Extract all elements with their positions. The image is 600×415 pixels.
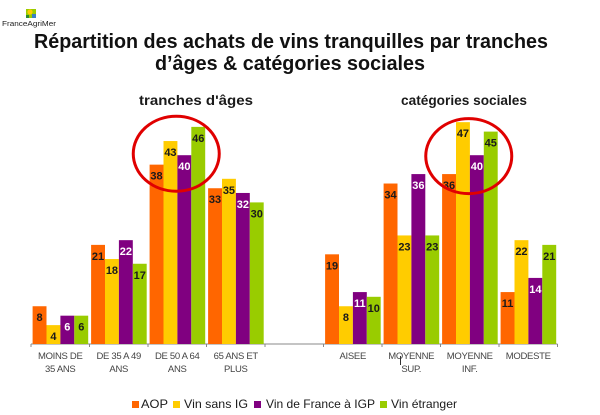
value-label: 8 <box>343 312 349 324</box>
bar <box>163 141 178 344</box>
category-label: 65 ANS ET PLUS <box>213 351 259 375</box>
legend-label-aop: AOP <box>141 397 168 411</box>
bar <box>191 126 206 344</box>
category-label: DE 35 A 49 ANS <box>96 351 142 375</box>
category-label: DE 50 A 64 ANS <box>154 351 200 375</box>
category-label: MOYENNE SUP. <box>388 351 435 375</box>
value-label: 11 <box>354 298 366 310</box>
value-label: 45 <box>485 138 497 150</box>
value-label: 34 <box>384 190 397 202</box>
highlight-ellipse <box>131 114 221 193</box>
value-label: 46 <box>192 133 204 145</box>
value-label: 10 <box>368 303 380 315</box>
value-label: 30 <box>251 208 263 220</box>
bar <box>32 306 47 344</box>
legend-item-aop: AOP <box>132 397 168 411</box>
bar <box>469 155 484 344</box>
category-label: MOINS DE 35 ANS <box>37 351 83 375</box>
bar <box>352 292 367 344</box>
bar <box>208 188 222 344</box>
category-label: MODESTE <box>505 351 551 362</box>
chart-title-social-categories: catégories sociales <box>401 93 527 108</box>
value-label: 8 <box>36 312 42 324</box>
legend: AOP Vin sans IG Vin de France à IGP Vin … <box>132 397 457 411</box>
legend-label-vin-de-france-igp: Vin de France à IGP <box>266 397 375 411</box>
bar <box>91 244 105 344</box>
bar <box>118 240 133 344</box>
text-cursor-icon <box>400 356 401 365</box>
highlight-ellipse <box>424 117 514 196</box>
value-label: 23 <box>398 241 410 253</box>
value-label: 6 <box>78 322 84 334</box>
page-title-line-2: d’âges & catégories sociales <box>155 53 425 75</box>
value-label: 21 <box>543 251 555 263</box>
bar <box>60 315 75 344</box>
legend-item-vin-sans-ig: Vin sans IG <box>173 397 248 411</box>
category-label: AISEE <box>339 351 367 362</box>
bar <box>542 244 557 344</box>
value-label: 17 <box>134 270 146 282</box>
value-label: 6 <box>64 322 70 334</box>
value-label: 14 <box>529 284 542 296</box>
legend-label-vin-sans-ig: Vin sans IG <box>184 397 248 411</box>
bar <box>132 263 147 344</box>
value-label: 36 <box>412 180 424 192</box>
legend-swatch-vin-sans-ig <box>173 401 180 408</box>
bar <box>366 296 381 344</box>
franceagrimer-logo-icon <box>26 9 36 18</box>
legend-swatch-vin-etranger <box>380 401 387 408</box>
value-label: 40 <box>178 161 190 173</box>
bar <box>425 235 440 344</box>
value-label: 40 <box>471 161 483 173</box>
bar <box>528 277 543 344</box>
value-label: 21 <box>92 251 104 263</box>
value-label: 11 <box>502 298 514 310</box>
bar <box>46 325 61 344</box>
bar <box>514 240 529 344</box>
legend-label-vin-etranger: Vin étranger <box>391 397 457 411</box>
bar <box>235 192 250 344</box>
value-label: 35 <box>223 185 235 197</box>
bar <box>249 202 264 344</box>
value-label: 38 <box>150 171 162 183</box>
bar <box>74 315 89 344</box>
value-label: 43 <box>164 147 176 159</box>
value-label: 22 <box>515 246 527 258</box>
value-label: 18 <box>106 265 118 277</box>
page-title-line-1: Répartition des achats de vins tranquill… <box>34 31 548 53</box>
bar <box>177 155 192 344</box>
bar <box>500 292 515 344</box>
bar <box>149 164 164 344</box>
bar <box>325 254 339 344</box>
value-label: 47 <box>457 128 469 140</box>
logo-text: FranceAgriMer <box>2 21 57 28</box>
value-label: 19 <box>326 260 338 272</box>
value-label: 32 <box>237 199 249 211</box>
bar <box>222 178 236 344</box>
legend-swatch-aop <box>132 401 139 408</box>
value-label: 33 <box>209 194 221 206</box>
value-label: 23 <box>426 241 438 253</box>
chart-title-age-groups: tranches d'âges <box>139 93 253 108</box>
logo: FranceAgriMer <box>2 9 57 28</box>
bar <box>411 174 426 344</box>
bar <box>339 306 353 344</box>
legend-swatch-vin-de-france-igp <box>254 401 261 408</box>
value-label: 4 <box>50 331 57 343</box>
legend-item-vin-de-france-igp: Vin de France à IGP <box>254 397 375 411</box>
bar <box>397 235 412 344</box>
bar <box>483 131 498 344</box>
category-label: MOYENNE INF. <box>446 351 493 375</box>
value-label: 22 <box>120 246 132 258</box>
bar <box>456 122 470 344</box>
legend-item-vin-etranger: Vin étranger <box>380 397 457 411</box>
bar <box>442 174 456 344</box>
bar <box>383 183 398 344</box>
bar <box>105 259 119 344</box>
